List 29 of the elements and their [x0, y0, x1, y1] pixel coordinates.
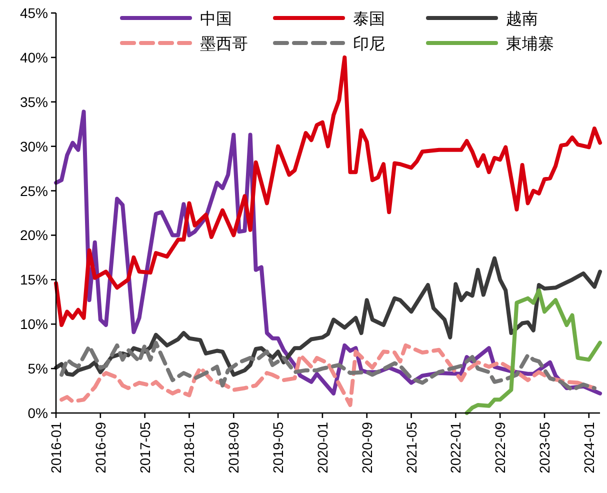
x-tick-label: 2024-01 [580, 422, 597, 474]
x-tick-label: 2017-05 [136, 422, 153, 474]
x-tick-label: 2023-05 [536, 422, 552, 474]
x-tick-label: 2016-09 [92, 422, 108, 474]
x-tick-label: 2020-01 [314, 422, 330, 474]
y-tick-label: 25% [20, 182, 48, 199]
y-tick-label: 35% [20, 94, 48, 110]
y-tick-label: 10% [20, 316, 48, 332]
x-tick-label: 2016-01 [48, 422, 64, 474]
legend-label: 越南 [506, 10, 538, 28]
x-tick-label: 2019-05 [270, 422, 286, 474]
x-tick-label: 2022-09 [492, 422, 508, 474]
y-tick-label: 5% [28, 360, 48, 377]
x-tick-label: 2018-01 [181, 422, 198, 474]
y-tick-label: 40% [20, 49, 48, 66]
y-tick-label: 20% [20, 227, 48, 244]
x-tick-label: 2021-05 [403, 422, 420, 474]
legend-label: 泰国 [353, 11, 385, 28]
x-tick-label: 2020-09 [358, 422, 375, 474]
legend-label: 印尼 [353, 35, 385, 53]
legend-label: 中国 [200, 10, 232, 28]
y-tick-label: 30% [20, 138, 48, 154]
legend-label: 東埔寨 [506, 35, 554, 53]
legend-label: 墨西哥 [200, 36, 248, 53]
y-tick-label: 45% [20, 5, 48, 21]
y-tick-label: 15% [20, 272, 48, 288]
x-tick-label: 2022-01 [448, 422, 464, 474]
y-tick-label: 0% [28, 405, 48, 421]
x-tick-label: 2018-09 [226, 422, 242, 474]
